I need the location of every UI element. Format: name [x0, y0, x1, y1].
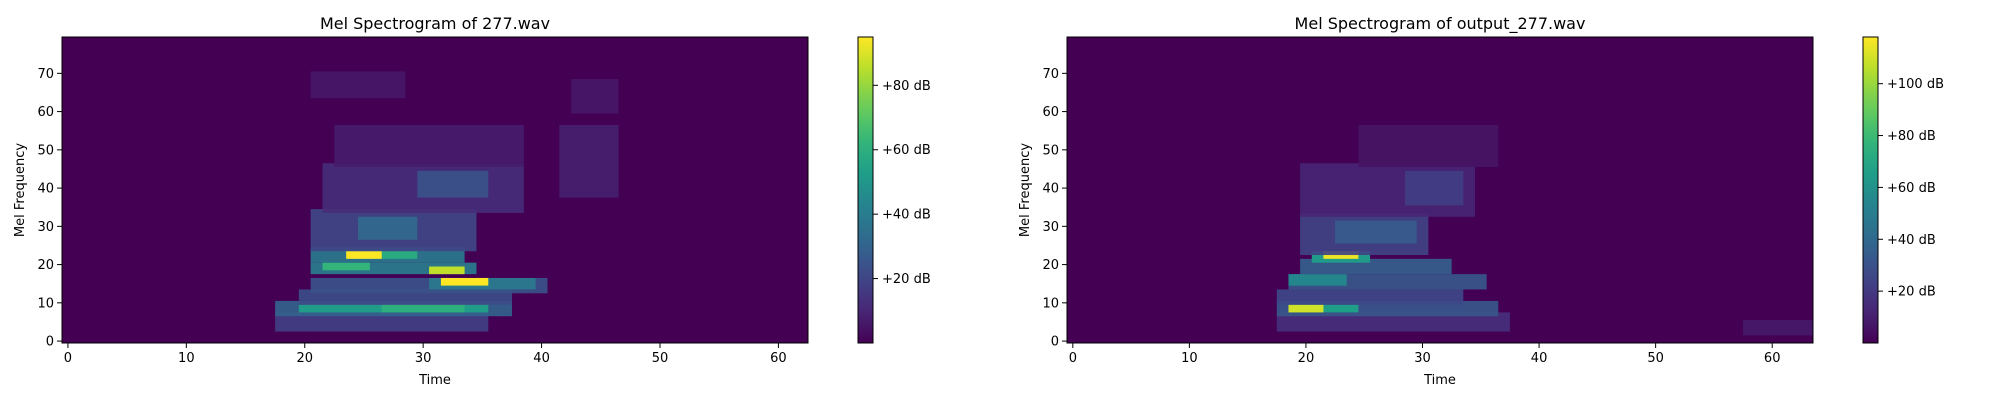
- y-tick-label: 0: [1051, 335, 1059, 350]
- heatmap-cell: [275, 312, 489, 332]
- y-tick-label: 70: [37, 67, 54, 82]
- y-tick-label: 10: [1042, 296, 1059, 311]
- x-axis: 0 10 20 30 40 50 60: [1069, 343, 1781, 366]
- heatmap-cell: [346, 251, 382, 259]
- colorbar-tick-label: +100 dB: [1887, 77, 1944, 92]
- heatmap-cell: [358, 216, 418, 240]
- chart-left: Mel Spectrogram of 277.wav 0 10 20 30 40 50 60…: [13, 14, 931, 388]
- heatmap-cell: [559, 124, 619, 198]
- x-tick-label: 10: [178, 351, 195, 366]
- y-tick-label: 0: [46, 335, 54, 350]
- y-tick-label: 40: [1042, 182, 1059, 197]
- chart-right: Mel Spectrogram of output_277.wav 0 10 20 3…: [1018, 14, 1944, 388]
- colorbar-tick-label: +80 dB: [882, 79, 931, 94]
- heatmap-cell: [1288, 274, 1347, 286]
- colorbar-gradient: [1862, 36, 1879, 344]
- colorbar: +20 dB +40 dB +60 dB +80 dB: [857, 36, 931, 344]
- y-tick-label: 30: [37, 220, 54, 235]
- x-axis-label: Time: [1423, 373, 1456, 388]
- colorbar-tick-label: +80 dB: [1887, 129, 1936, 144]
- plot-frame: [61, 36, 809, 344]
- heatmap-cell: [1276, 289, 1464, 305]
- y-axis: 0 10 20 30 40 50 60 70: [1042, 67, 1067, 350]
- x-tick-label: 30: [415, 351, 432, 366]
- x-tick-label: 20: [296, 351, 313, 366]
- heatmap-cell: [1335, 220, 1417, 244]
- heatmap-cell: [322, 262, 370, 271]
- x-tick-label: 60: [770, 351, 787, 366]
- colorbar: +20 dB +40 dB +60 dB +80 dB +100 dB: [1862, 36, 1944, 344]
- x-axis: 0 10 20 30 40 50 60: [64, 343, 787, 366]
- colorbar-tick-label: +20 dB: [882, 272, 931, 287]
- colorbar-tick-label: +60 dB: [882, 143, 931, 158]
- colorbar-tick-label: +40 dB: [1887, 233, 1936, 248]
- colorbar-tick-label: +40 dB: [882, 208, 931, 223]
- heatmap-cell: [298, 289, 512, 305]
- x-tick-label: 20: [1298, 351, 1315, 366]
- heatmap-cell: [310, 71, 406, 99]
- heatmap-cell: [310, 262, 477, 275]
- x-tick-label: 0: [64, 351, 72, 366]
- x-tick-label: 40: [1531, 351, 1548, 366]
- heatmap-image: [1067, 37, 1813, 343]
- heatmap-cell: [1276, 312, 1510, 332]
- y-tick-label: 50: [1042, 143, 1059, 158]
- plot-frame: [1066, 36, 1814, 344]
- x-tick-label: 10: [1181, 351, 1198, 366]
- heatmap-cell: [381, 304, 465, 313]
- y-tick-label: 20: [1042, 258, 1059, 273]
- y-tick-label: 20: [37, 258, 54, 273]
- heatmap-cell: [1288, 304, 1324, 313]
- heatmap-cell: [429, 266, 465, 275]
- heatmap-cell: [1743, 320, 1813, 336]
- colorbar-gradient: [857, 36, 874, 344]
- x-axis-label: Time: [418, 373, 451, 388]
- x-tick-label: 60: [1764, 351, 1781, 366]
- x-tick-label: 50: [1647, 351, 1664, 366]
- x-tick-label: 0: [1069, 351, 1077, 366]
- x-tick-label: 50: [652, 351, 669, 366]
- heatmap-cell: [334, 124, 524, 168]
- y-axis: 0 10 20 30 40 50 60 70: [37, 67, 62, 350]
- colorbar-tick-label: +20 dB: [1887, 285, 1936, 300]
- y-tick-label: 60: [1042, 105, 1059, 120]
- heatmap-cell: [440, 277, 489, 286]
- y-tick-label: 10: [37, 296, 54, 311]
- y-tick-label: 60: [37, 105, 54, 120]
- chart-title: Mel Spectrogram of 277.wav: [320, 14, 550, 33]
- heatmap-image: [62, 37, 808, 343]
- heatmap-cell: [571, 79, 619, 114]
- y-tick-label: 50: [37, 143, 54, 158]
- heatmap-cell: [1405, 170, 1464, 206]
- y-axis-label: Mel Frequency: [13, 143, 28, 237]
- y-tick-label: 70: [1042, 67, 1059, 82]
- colorbar-tick-label: +60 dB: [1887, 181, 1936, 196]
- x-tick-label: 30: [1414, 351, 1431, 366]
- y-tick-label: 30: [1042, 220, 1059, 235]
- y-axis-label: Mel Frequency: [1018, 143, 1033, 237]
- heatmap-cell: [1358, 124, 1499, 168]
- chart-title: Mel Spectrogram of output_277.wav: [1295, 14, 1586, 34]
- heatmap-cell: [417, 170, 489, 198]
- x-tick-label: 40: [533, 351, 550, 366]
- y-tick-label: 40: [37, 182, 54, 197]
